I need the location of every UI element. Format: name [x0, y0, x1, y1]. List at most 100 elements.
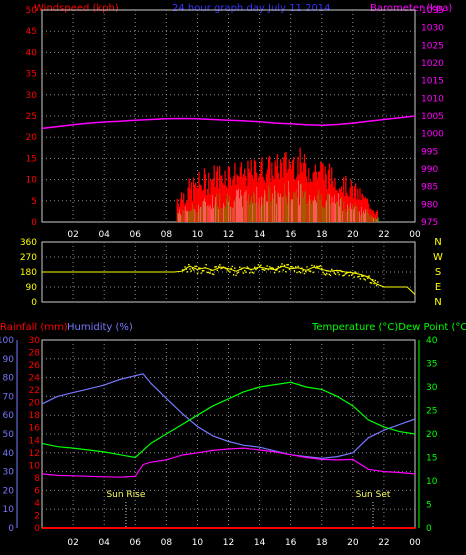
wind-direction-point [358, 275, 360, 278]
wind-direction-point [271, 267, 273, 269]
wind-direction-point [291, 265, 293, 268]
wind-direction-point [368, 275, 370, 277]
wind-direction-point [200, 272, 202, 274]
x-tick-label: 04 [98, 538, 110, 548]
wind-direction-point [341, 270, 343, 273]
humidity-tick-labels: 0 10 20 30 40 50 60 70 80 90 100 [0, 336, 18, 534]
rainfall-tick-label: 24 [29, 374, 41, 384]
wind-direction-point [257, 264, 260, 266]
x-tick-label: 08 [161, 538, 173, 548]
wind-direction-point [318, 265, 321, 268]
direction-degree-label: 180 [20, 268, 37, 278]
x-tick-label: 20 [347, 230, 359, 240]
temperature-tick-labels: 0 5 10 15 20 25 30 35 40 [418, 336, 438, 534]
wind-direction-point [212, 273, 215, 276]
barometer-tick-label: 990 [421, 165, 438, 175]
windspeed-tick-labels: 0 5 10 15 20 25 30 35 40 45 50 [26, 6, 38, 228]
humidity-tick-label: 100 [0, 336, 14, 346]
humidity-line [41, 373, 416, 460]
x-tick-label: 10 [192, 538, 204, 548]
barometer-tick-label: 975 [421, 218, 438, 228]
wind-direction-point [251, 271, 253, 274]
barometer-tick-label: 1015 [421, 77, 444, 87]
wind-direction-point [247, 267, 250, 269]
wind-direction-points [181, 263, 379, 287]
wind-direction-point [206, 271, 209, 274]
wind-direction-point [244, 270, 246, 272]
wind-direction-point [273, 271, 276, 274]
wind-direction-point [199, 267, 201, 269]
sun-event-label: Sun Rise [106, 490, 145, 500]
x-tick-label: 10 [192, 230, 204, 240]
sun-event-label: Sun Set [356, 490, 391, 500]
wind-direction-point [336, 269, 338, 272]
wind-direction-point [280, 265, 282, 268]
wind-direction-point [302, 269, 304, 272]
x-tick-label: 18 [316, 230, 328, 240]
barometer-tick-label: 1035 [421, 6, 444, 16]
wind-direction-point [232, 274, 235, 276]
wind-direction-point [256, 267, 258, 270]
wind-direction-point [267, 268, 270, 271]
wind-direction-point [313, 265, 316, 267]
wind-direction-point [196, 272, 199, 274]
wind-direction-point [349, 271, 352, 273]
temperature-panel-grid [42, 340, 415, 528]
wind-direction-point [326, 273, 328, 275]
wind-direction-point [224, 267, 226, 269]
wind-direction-point [342, 275, 344, 277]
wind-direction-point [222, 266, 225, 268]
chart-title: 24 hour graph day July 11 2014 [172, 3, 331, 14]
x-tick-label: 04 [98, 230, 110, 240]
windspeed-tick-label: 30 [26, 91, 38, 101]
wind-direction-point [185, 268, 188, 270]
wind-direction-point [281, 263, 283, 265]
wind-direction-point [235, 274, 237, 277]
wind-direction-point [364, 279, 367, 281]
rainfall-tick-label: 8 [34, 474, 40, 484]
wind-direction-point [207, 271, 210, 274]
wind-direction-point [209, 272, 211, 274]
wind-direction-point [307, 269, 309, 271]
wind-direction-point [204, 267, 206, 269]
wind-direction-point [369, 282, 372, 284]
wind-direction-point [324, 274, 327, 276]
wind-direction-point [297, 265, 299, 268]
wind-direction-point [338, 273, 340, 276]
rainfall-tick-label: 14 [29, 436, 41, 446]
wind-direction-point [220, 267, 222, 270]
wind-direction-point [362, 275, 364, 277]
temperature-humidity-panel: Rainfall (mm) Humidity (%) Temperature (… [0, 322, 466, 548]
humidity-tick-label: 90 [3, 355, 15, 365]
wind-direction-point [262, 268, 265, 271]
windspeed-tick-label: 25 [26, 112, 37, 122]
humidity-axis-title: Humidity (%) [67, 322, 133, 333]
wind-direction-point [217, 265, 220, 268]
wind-direction-point [198, 267, 200, 269]
wind-direction-point [344, 273, 347, 275]
wind-direction-point [265, 268, 267, 270]
x-tick-label: 22 [378, 538, 389, 548]
wind-direction-point [205, 263, 207, 266]
wind-direction-point [270, 267, 272, 269]
temperature-line [41, 381, 416, 459]
wind-direction-point [334, 273, 337, 275]
wind-direction-point [328, 273, 330, 276]
wind-direction-point [317, 266, 319, 268]
wind-direction-point [308, 270, 311, 272]
sun-event-markers: Sun Rise Sun Set [106, 490, 391, 528]
wind-direction-point [285, 270, 287, 273]
wind-direction-point [234, 267, 236, 269]
wind-direction-point [295, 266, 297, 268]
barometer-tick-label: 985 [421, 183, 438, 193]
temperature-tick-label: 35 [426, 360, 437, 370]
x-tick-label: 18 [316, 538, 328, 548]
wind-direction-point [367, 277, 369, 280]
wind-direction-point [303, 272, 306, 275]
wind-direction-point [261, 268, 263, 270]
wind-direction-point [241, 267, 243, 269]
wind-direction-point [331, 268, 333, 271]
wind-direction-point [239, 266, 241, 268]
